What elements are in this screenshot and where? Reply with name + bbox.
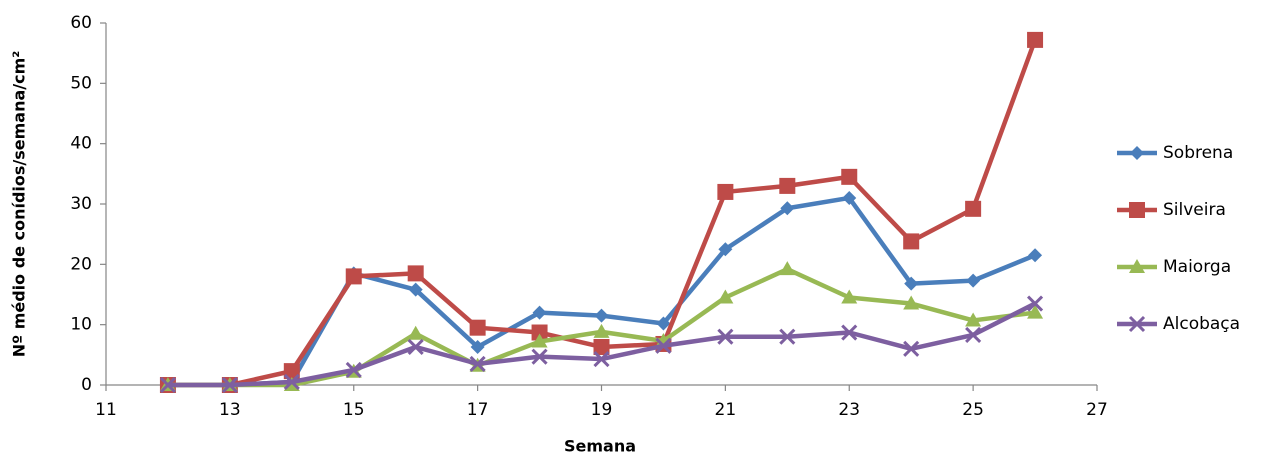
marker: [1130, 146, 1144, 160]
marker: [531, 348, 548, 365]
marker: [779, 328, 796, 345]
marker: [903, 233, 920, 250]
marker: [283, 363, 300, 380]
marker: [593, 350, 610, 368]
x-tick-label: 23: [838, 400, 860, 420]
legend-label: Maiorga: [1163, 257, 1231, 277]
marker: [717, 183, 734, 200]
marker: [470, 339, 485, 354]
x-tick-label: 11: [95, 400, 117, 420]
x-tick-label: 19: [591, 400, 613, 420]
marker: [1027, 304, 1044, 319]
marker: [1128, 315, 1146, 333]
marker: [531, 324, 548, 341]
y-tick-label: 60: [70, 13, 92, 33]
marker: [345, 268, 362, 285]
marker: [532, 305, 547, 320]
marker: [841, 324, 858, 341]
marker: [1028, 248, 1043, 263]
marker: [407, 265, 424, 282]
marker: [594, 308, 609, 323]
legend-label: Alcobaça: [1163, 314, 1240, 334]
marker: [717, 289, 734, 304]
marker: [593, 338, 610, 355]
marker: [408, 282, 423, 297]
marker: [655, 337, 672, 354]
marker: [779, 177, 796, 194]
x-tick-label: 17: [467, 400, 489, 420]
marker: [780, 201, 795, 216]
marker: [469, 319, 486, 336]
marker: [1129, 259, 1145, 273]
legend-label: Silveira: [1163, 200, 1226, 220]
marker: [718, 242, 733, 257]
y-tick-label: 30: [70, 194, 92, 214]
y-tick-label: 40: [70, 134, 92, 154]
marker: [593, 323, 610, 338]
marker: [1027, 31, 1044, 48]
marker: [1026, 295, 1044, 312]
marker: [779, 261, 796, 276]
y-tick-label: 10: [70, 315, 92, 335]
x-tick-label: 25: [962, 400, 984, 420]
x-tick-label: 21: [715, 400, 737, 420]
marker: [407, 338, 424, 356]
marker: [965, 200, 982, 217]
marker: [903, 340, 920, 357]
y-tick-label: 50: [70, 73, 92, 93]
legend-label: Sobrena: [1163, 143, 1233, 163]
marker: [656, 316, 671, 331]
marker: [407, 325, 424, 340]
marker: [903, 295, 920, 310]
y-axis-title: Nº médio de conídios/semana/cm²: [10, 51, 29, 358]
marker: [159, 376, 176, 394]
y-tick-label: 20: [70, 254, 92, 274]
x-tick-label: 13: [219, 400, 241, 420]
marker: [531, 333, 548, 348]
x-tick-label: 27: [1086, 400, 1108, 420]
marker: [841, 168, 858, 185]
marker: [842, 190, 857, 205]
y-tick-label: 0: [81, 375, 92, 395]
marker: [841, 289, 858, 304]
marker: [904, 276, 919, 291]
marker: [717, 328, 734, 345]
marker: [966, 273, 981, 288]
x-tick-label: 15: [343, 400, 365, 420]
x-axis-title: Semana: [564, 437, 636, 456]
marker: [283, 373, 300, 391]
marker: [965, 312, 982, 327]
marker: [1129, 202, 1145, 218]
marker: [221, 376, 238, 394]
marker: [965, 326, 982, 343]
marker: [345, 361, 362, 378]
marker: [469, 355, 486, 372]
